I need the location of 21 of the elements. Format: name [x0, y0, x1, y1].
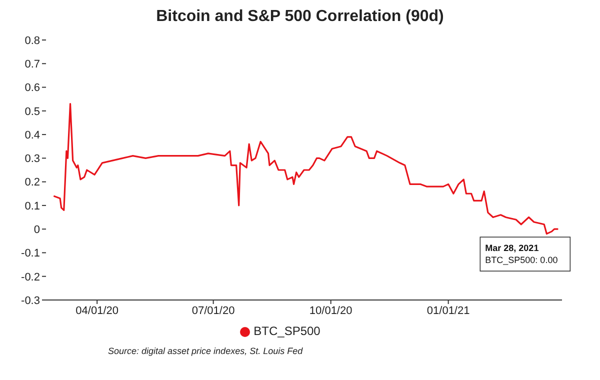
y-tick-label: 0.8 — [24, 34, 40, 47]
line-series — [52, 103, 559, 235]
y-tick-label: 0.1 — [24, 200, 40, 212]
y-tick-label: -0.3 — [21, 294, 40, 307]
y-tick-label: -0.2 — [21, 271, 40, 284]
legend-label: BTC_SP500 — [254, 324, 320, 338]
y-tick-label: 0 — [34, 224, 40, 236]
y-tick-label: 0.2 — [24, 176, 40, 189]
x-tick-label: 07/01/20 — [192, 304, 235, 317]
y-tick-label: 0.5 — [24, 106, 40, 118]
annotation: Mar 28, 2021 BTC_SP500: 0.00 — [485, 243, 558, 266]
chart-title: Bitcoin and S&P 500 Correlation (90d) — [155, 8, 445, 26]
y-tick-label: 0.4 — [24, 129, 40, 142]
x-tick-label: 04/01/20 — [76, 304, 119, 317]
y-tick-label: 0.3 — [24, 153, 40, 166]
source-note: Source: digital asset price indexes, St. Louis Fed — [107, 346, 304, 356]
y-tick-label: -0.1 — [21, 248, 40, 260]
x-tick-label: 01/01/21 — [426, 304, 470, 317]
y-tick-label: 0.7 — [24, 58, 40, 71]
y-tick-label: 0.6 — [24, 82, 40, 94]
x-tick-label: 10/01/20 — [309, 304, 352, 317]
